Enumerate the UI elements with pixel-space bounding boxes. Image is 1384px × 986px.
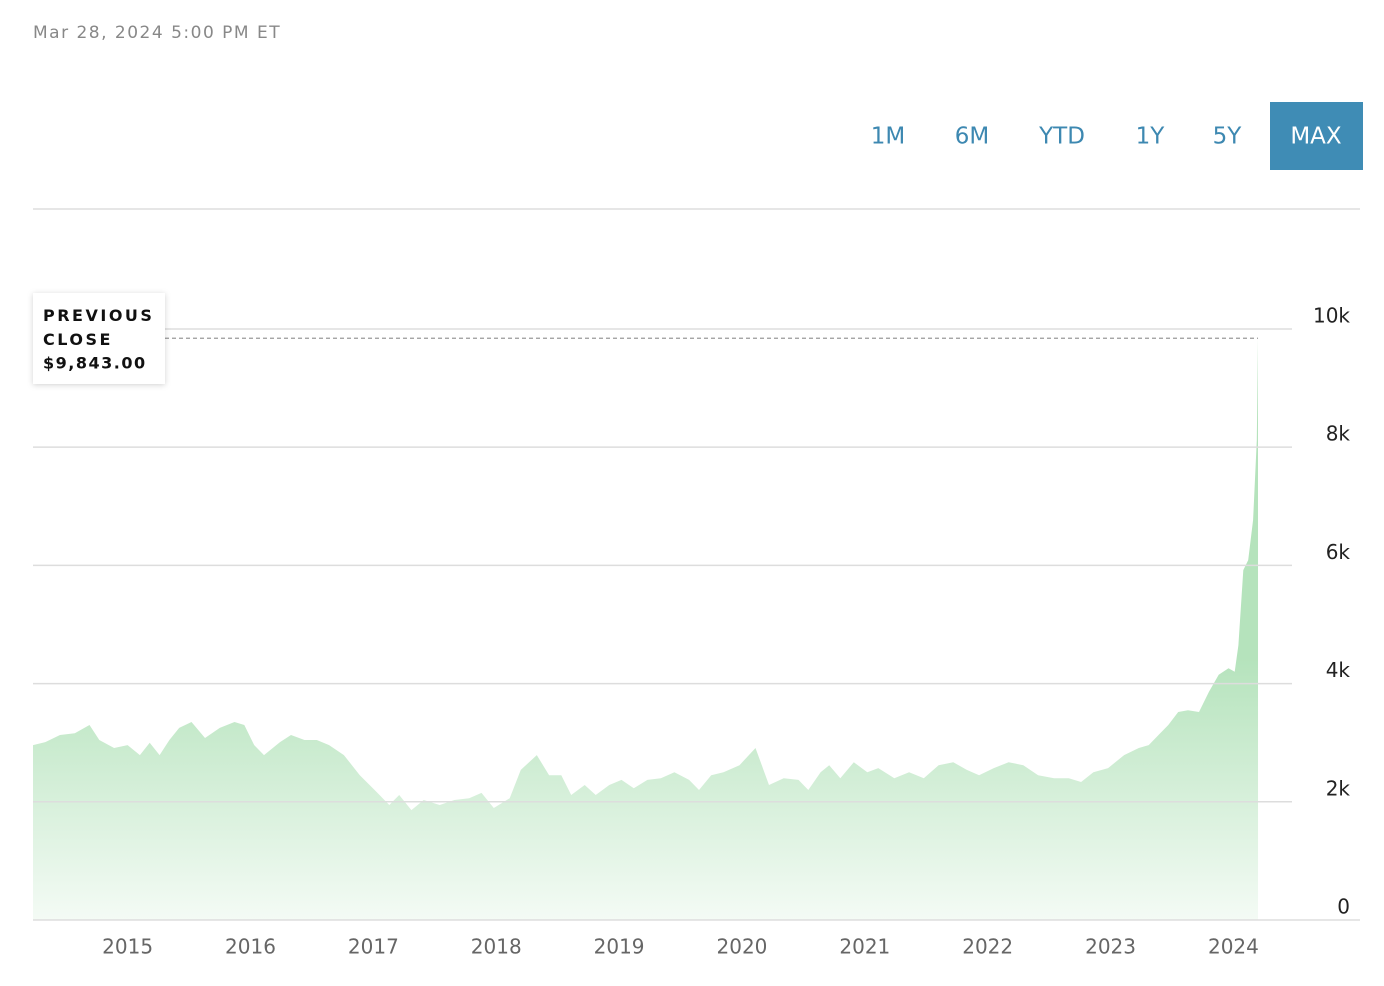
- y-tick-label: 8k: [1326, 422, 1351, 446]
- y-tick-label: 2k: [1326, 776, 1351, 800]
- x-tick-label: 2019: [594, 935, 645, 959]
- tooltip-box: [33, 293, 165, 384]
- x-tick-label: 2023: [1085, 935, 1136, 959]
- y-tick-label: 10k: [1313, 303, 1350, 327]
- x-tick-label: 2015: [102, 935, 153, 959]
- range-buttons: 1M 6M YTD 1Y 5Y MAX: [871, 102, 1363, 170]
- x-tick-label: 2021: [839, 935, 890, 959]
- range-button[interactable]: YTD: [1038, 124, 1085, 150]
- area: [33, 338, 1259, 920]
- chart: 0 2k 4k 6k 8k 10k 2015 2016 2017 2018 2019 2020 2021…: [33, 208, 1360, 959]
- x-tick-label: 2022: [962, 935, 1013, 959]
- y-tick-label: 0: [1337, 895, 1350, 919]
- x-tick-label: 2017: [348, 935, 399, 959]
- previous-close-label: PREVIOUS CLOSE: [43, 306, 154, 349]
- range-button[interactable]: 1Y: [1136, 124, 1166, 150]
- y-tick-label: 6k: [1326, 540, 1351, 564]
- x-tick-label: 2018: [471, 935, 522, 959]
- range-button[interactable]: 5Y: [1213, 124, 1243, 150]
- range-button-bg[interactable]: [1270, 102, 1363, 170]
- range-button[interactable]: 1M: [871, 124, 905, 150]
- range-button[interactable]: 6M: [955, 124, 989, 150]
- y-tick-label: 4k: [1326, 658, 1351, 682]
- x-tick-label: 2024: [1208, 935, 1259, 959]
- timestamp: Mar 28, 2024 5:00 PM ET: [33, 23, 281, 43]
- x-tick-label: 2020: [717, 935, 768, 959]
- previous-close-value: $9,843.00: [43, 354, 147, 373]
- range-button[interactable]: MAX: [1290, 124, 1342, 150]
- x-tick-label: 2016: [225, 935, 276, 959]
